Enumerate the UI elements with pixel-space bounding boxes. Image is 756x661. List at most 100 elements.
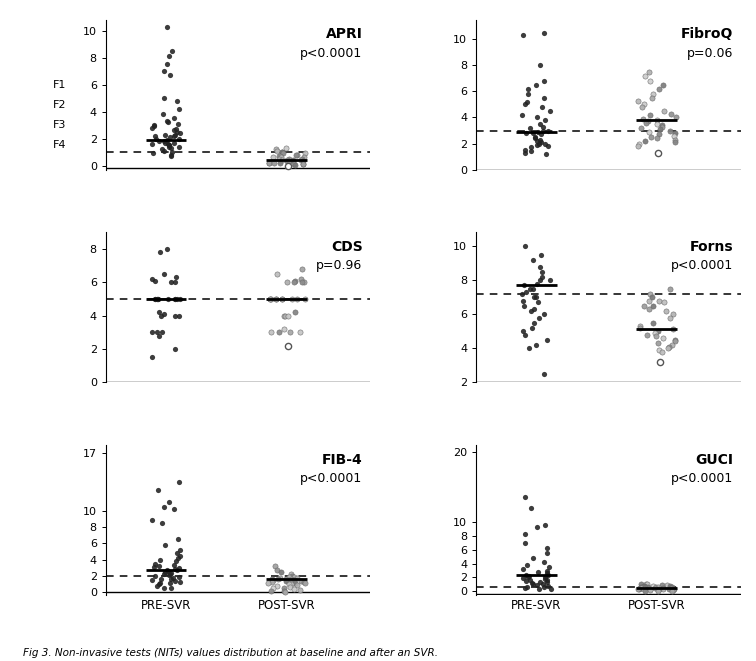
Point [295, 155, 307, 165]
Point [174, 293, 186, 304]
Point [519, 241, 531, 251]
Point [165, 143, 177, 153]
Point [653, 344, 665, 355]
Point [161, 244, 173, 254]
Point [174, 576, 186, 587]
Point [163, 140, 175, 151]
Point [163, 51, 175, 61]
Text: GUCI: GUCI [695, 453, 733, 467]
Point [660, 305, 672, 316]
Point [531, 522, 543, 532]
Point [518, 300, 530, 311]
Point [657, 80, 669, 91]
Point [265, 327, 277, 338]
Point [538, 582, 550, 592]
Point [519, 99, 531, 110]
Point [165, 151, 177, 161]
Point [531, 278, 543, 289]
Point [276, 155, 288, 165]
Point [165, 573, 177, 584]
Text: F3: F3 [53, 120, 67, 130]
Point [637, 114, 649, 124]
Point [277, 582, 290, 593]
Point [663, 341, 675, 352]
Point [528, 292, 540, 303]
Point [531, 136, 543, 146]
Point [541, 577, 553, 588]
Point [153, 247, 166, 258]
Point [279, 311, 291, 321]
Point [525, 323, 538, 333]
Text: p<0.0001: p<0.0001 [300, 472, 363, 485]
Point [532, 566, 544, 577]
Point [664, 284, 676, 294]
Text: F1: F1 [53, 79, 67, 90]
Text: Fig 3. Non-invasive tests (NITs) values distribution at baseline and after an SV: Fig 3. Non-invasive tests (NITs) values … [23, 648, 438, 658]
Point [172, 553, 184, 563]
Point [538, 520, 550, 531]
Point [165, 568, 177, 578]
Point [169, 311, 181, 321]
Point [543, 562, 555, 572]
Point [652, 586, 665, 596]
Point [287, 155, 299, 165]
Point [665, 312, 677, 323]
Point [645, 132, 657, 142]
Point [153, 579, 166, 590]
Point [656, 582, 668, 593]
Point [274, 566, 287, 577]
Point [534, 134, 546, 145]
Point [531, 126, 544, 137]
Point [643, 116, 655, 127]
Point [270, 293, 282, 304]
Point [644, 584, 656, 595]
Point [545, 584, 557, 595]
Point [168, 137, 180, 148]
Point [173, 477, 185, 487]
Point [265, 574, 277, 584]
Point [528, 132, 541, 142]
Point [669, 134, 681, 145]
Point [662, 343, 674, 354]
Point [280, 143, 292, 153]
Point [670, 112, 682, 123]
Point [644, 288, 656, 299]
Point [530, 292, 542, 303]
Point [535, 129, 547, 139]
Point [168, 131, 180, 141]
Point [172, 311, 184, 321]
Point [669, 334, 681, 345]
Point [288, 277, 300, 288]
Point [669, 336, 681, 346]
Point [634, 323, 646, 333]
Point [525, 146, 537, 157]
Point [526, 578, 538, 588]
Point [668, 584, 680, 594]
Point [282, 160, 294, 171]
Point [658, 106, 670, 116]
Point [294, 327, 306, 338]
Point [519, 582, 531, 593]
Point [534, 275, 547, 286]
Point [541, 568, 553, 578]
Point [299, 578, 311, 589]
Point [532, 297, 544, 307]
Point [265, 293, 277, 304]
Point [151, 293, 163, 304]
Point [528, 579, 540, 590]
Point [290, 149, 302, 160]
Point [285, 577, 297, 588]
Point [643, 126, 655, 137]
Point [290, 276, 302, 286]
Point [290, 149, 302, 160]
Point [266, 576, 278, 587]
Point [157, 582, 169, 593]
Point [537, 125, 549, 136]
Point [541, 543, 553, 553]
Point [148, 571, 160, 582]
Point [528, 553, 540, 563]
Point [635, 582, 647, 592]
Point [638, 99, 650, 110]
Point [289, 307, 301, 318]
Point [169, 124, 181, 134]
